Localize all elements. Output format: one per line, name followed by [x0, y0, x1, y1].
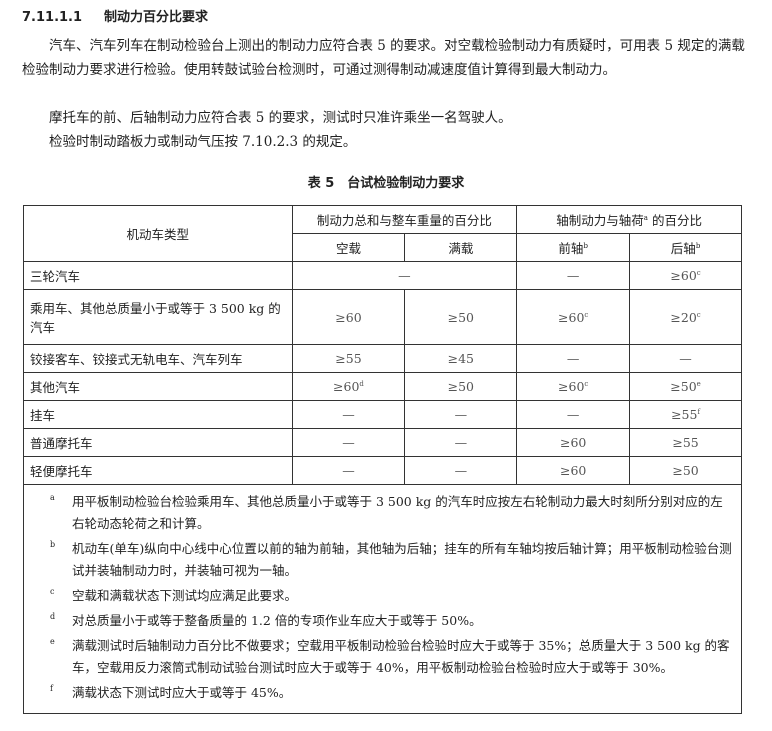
cell-full: —	[404, 400, 518, 429]
table-note: e 满载测试时后轴制动力百分比不做要求；空载用平板制动检验台检验时应大于或等于 3…	[34, 635, 733, 679]
paragraph: 检验时制动踏板力或制动气压按 7.10.2.3 的规定。	[49, 134, 357, 150]
table-row: 其他汽车 ≥60d ≥50 ≥60c ≥50e	[23, 372, 742, 401]
section-heading: 7.11.1.1 制动力百分比要求	[22, 6, 208, 25]
note-mark: b	[50, 540, 56, 549]
table-row: 普通摩托车 — — ≥60 ≥55	[23, 428, 742, 457]
notes-row: a 用平板制动检验台检验乘用车、其他总质量小于或等于 3 500 kg 的汽车时应…	[23, 484, 742, 714]
table-row: 铰接客车、铰接式无轨电车、汽车列车 ≥55 ≥45— —	[23, 344, 742, 373]
header-rear: 后轴b	[629, 233, 742, 262]
table-row: 乘用车、其他总质量小于或等于 3 500 kg 的汽车 ≥60 ≥50 ≥60c ≥20…	[23, 289, 742, 345]
cell-front: ≥60	[516, 428, 631, 457]
note-text: 满载状态下测试时应大于或等于 45%。	[72, 685, 292, 700]
note-text: 机动车(单车)纵向中心线中心位置以前的轴为前轴，其他轴为后轴；挂车的所有车轴均按…	[72, 541, 732, 578]
cell-type: 挂车	[23, 400, 293, 429]
note-mark: a	[50, 493, 55, 502]
table-row: 挂车 — — — ≥55f	[23, 400, 742, 429]
cell-rear: ≥60c	[629, 261, 742, 290]
note-mark: e	[50, 637, 55, 646]
note-mark: d	[50, 612, 56, 621]
header-empty: 空载	[291, 233, 406, 262]
header-row: 机动车类型 制动力总和与整车重量的百分比 轴制动力与轴荷a 的百分比	[23, 205, 742, 262]
table-note: b 机动车(单车)纵向中心线中心位置以前的轴为前轴，其他轴为后轴；挂车的所有车轴均…	[34, 538, 733, 582]
paragraph: 汽车、汽车列车在制动检验台上测出的制动力应符合表 5 的要求。对空载检验制动力有…	[22, 38, 745, 78]
table-note: c 空载和满载状态下测试均应满足此要求。	[34, 585, 733, 607]
table-note: f 满载状态下测试时应大于或等于 45%。	[34, 682, 733, 704]
cell-front: ≥60	[516, 456, 631, 485]
cell-empty: ≥55	[291, 344, 406, 373]
header-front: 前轴b	[516, 233, 631, 262]
cell-front: —	[516, 400, 631, 429]
cell-rear: ≥20c	[629, 289, 742, 345]
cell-rear: —	[629, 344, 742, 373]
cell-empty: ≥60d	[291, 372, 406, 401]
header-axle: 轴制动力与轴荷a 的百分比	[516, 205, 742, 234]
note-mark: f	[50, 684, 53, 693]
table-note: a 用平板制动检验台检验乘用车、其他总质量小于或等于 3 500 kg 的汽车时应…	[34, 491, 733, 535]
cell-type: 普通摩托车	[23, 428, 293, 457]
cell-full: —	[404, 428, 518, 457]
header-total: 制动力总和与整车重量的百分比	[291, 205, 518, 234]
table-note: d 对总质量小于或等于整备质量的 1.2 倍的专项作业车应大于或等于 50%。	[34, 610, 733, 632]
cell-empty: —	[291, 456, 406, 485]
section-number: 7.11.1.1	[22, 10, 83, 25]
paragraph: 摩托车的前、后轴制动力应符合表 5 的要求，测试时只准许乘坐一名驾驶人。	[49, 110, 512, 126]
note-text: 空载和满载状态下测试均应满足此要求。	[72, 588, 298, 603]
cell-rear: ≥50e	[629, 372, 742, 401]
cell-empty: ≥60	[291, 289, 406, 345]
note-text: 用平板制动检验台检验乘用车、其他总质量小于或等于 3 500 kg 的汽车时应按…	[72, 494, 723, 531]
cell-front: —	[516, 344, 631, 373]
cell-empty: —	[291, 400, 406, 429]
cell-type: 轻便摩托车	[23, 456, 293, 485]
section-title: 制动力百分比要求	[104, 10, 209, 25]
table-notes: a 用平板制动检验台检验乘用车、其他总质量小于或等于 3 500 kg 的汽车时应…	[23, 484, 742, 714]
cell-full: ≥50	[404, 289, 518, 345]
note-text: 对总质量小于或等于整备质量的 1.2 倍的专项作业车应大于或等于 50%。	[72, 613, 482, 628]
note-text: 满载测试时后轴制动力百分比不做要求；空载用平板制动检验台检验时应大于或等于 35…	[72, 638, 730, 675]
cell-rear: ≥50	[629, 456, 742, 485]
note-mark: c	[50, 587, 55, 596]
cell-full: —	[404, 456, 518, 485]
header-row: 空载 满载 前轴b 后轴b	[24, 233, 742, 262]
cell-type: 其他汽车	[23, 372, 293, 401]
cell-full: ≥45	[404, 344, 518, 373]
cell-rear: ≥55f	[629, 400, 742, 429]
cell-front: ≥60c	[516, 289, 631, 345]
table-row: 轻便摩托车 — — ≥60 ≥50	[23, 456, 742, 485]
cell-front: —	[516, 261, 631, 290]
table-caption: 表 5 台试检验制动力要求	[307, 176, 465, 191]
cell-type: 乘用车、其他总质量小于或等于 3 500 kg 的汽车	[23, 289, 293, 345]
brake-force-table: 机动车类型 制动力总和与整车重量的百分比 轴制动力与轴荷a 的百分比 空载 满载…	[23, 205, 742, 714]
cell-empty: —	[291, 428, 406, 457]
cell-full: ≥50	[404, 372, 518, 401]
header-full: 满载	[404, 233, 518, 262]
cell-rear: ≥55	[629, 428, 742, 457]
cell-front: ≥60c	[516, 372, 631, 401]
header-type: 机动车类型	[23, 205, 293, 262]
cell-merged: —	[291, 261, 518, 290]
cell-type: 铰接客车、铰接式无轨电车、汽车列车	[23, 344, 293, 373]
cell-type: 三轮汽车	[23, 261, 293, 290]
table-row: 三轮汽车 — — ≥60c	[23, 261, 742, 290]
